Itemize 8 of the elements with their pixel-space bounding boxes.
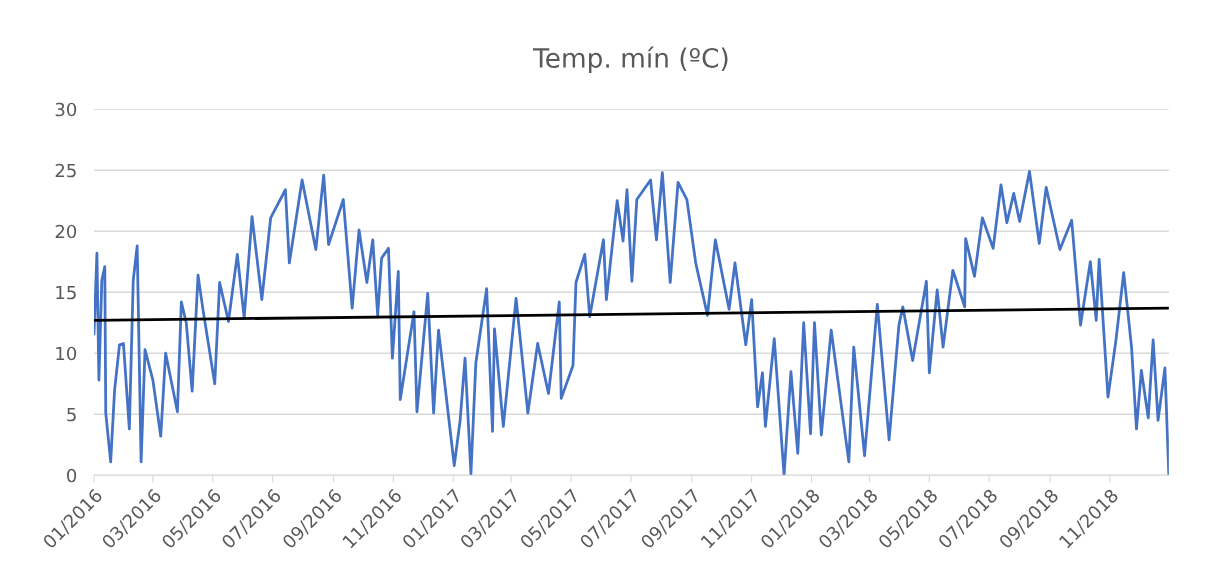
y-tick-label: 15 — [56, 285, 76, 300]
chart-title: Temp. mín (ºC) — [532, 46, 728, 74]
y-tick-label: 20 — [55, 224, 77, 239]
y-tick-label: 30 — [55, 102, 77, 117]
y-tick-label: 25 — [55, 163, 76, 178]
y-tick-label: 0 — [67, 468, 77, 483]
y-tick-label: 5 — [67, 407, 76, 422]
y-tick-label: 10 — [56, 346, 77, 361]
